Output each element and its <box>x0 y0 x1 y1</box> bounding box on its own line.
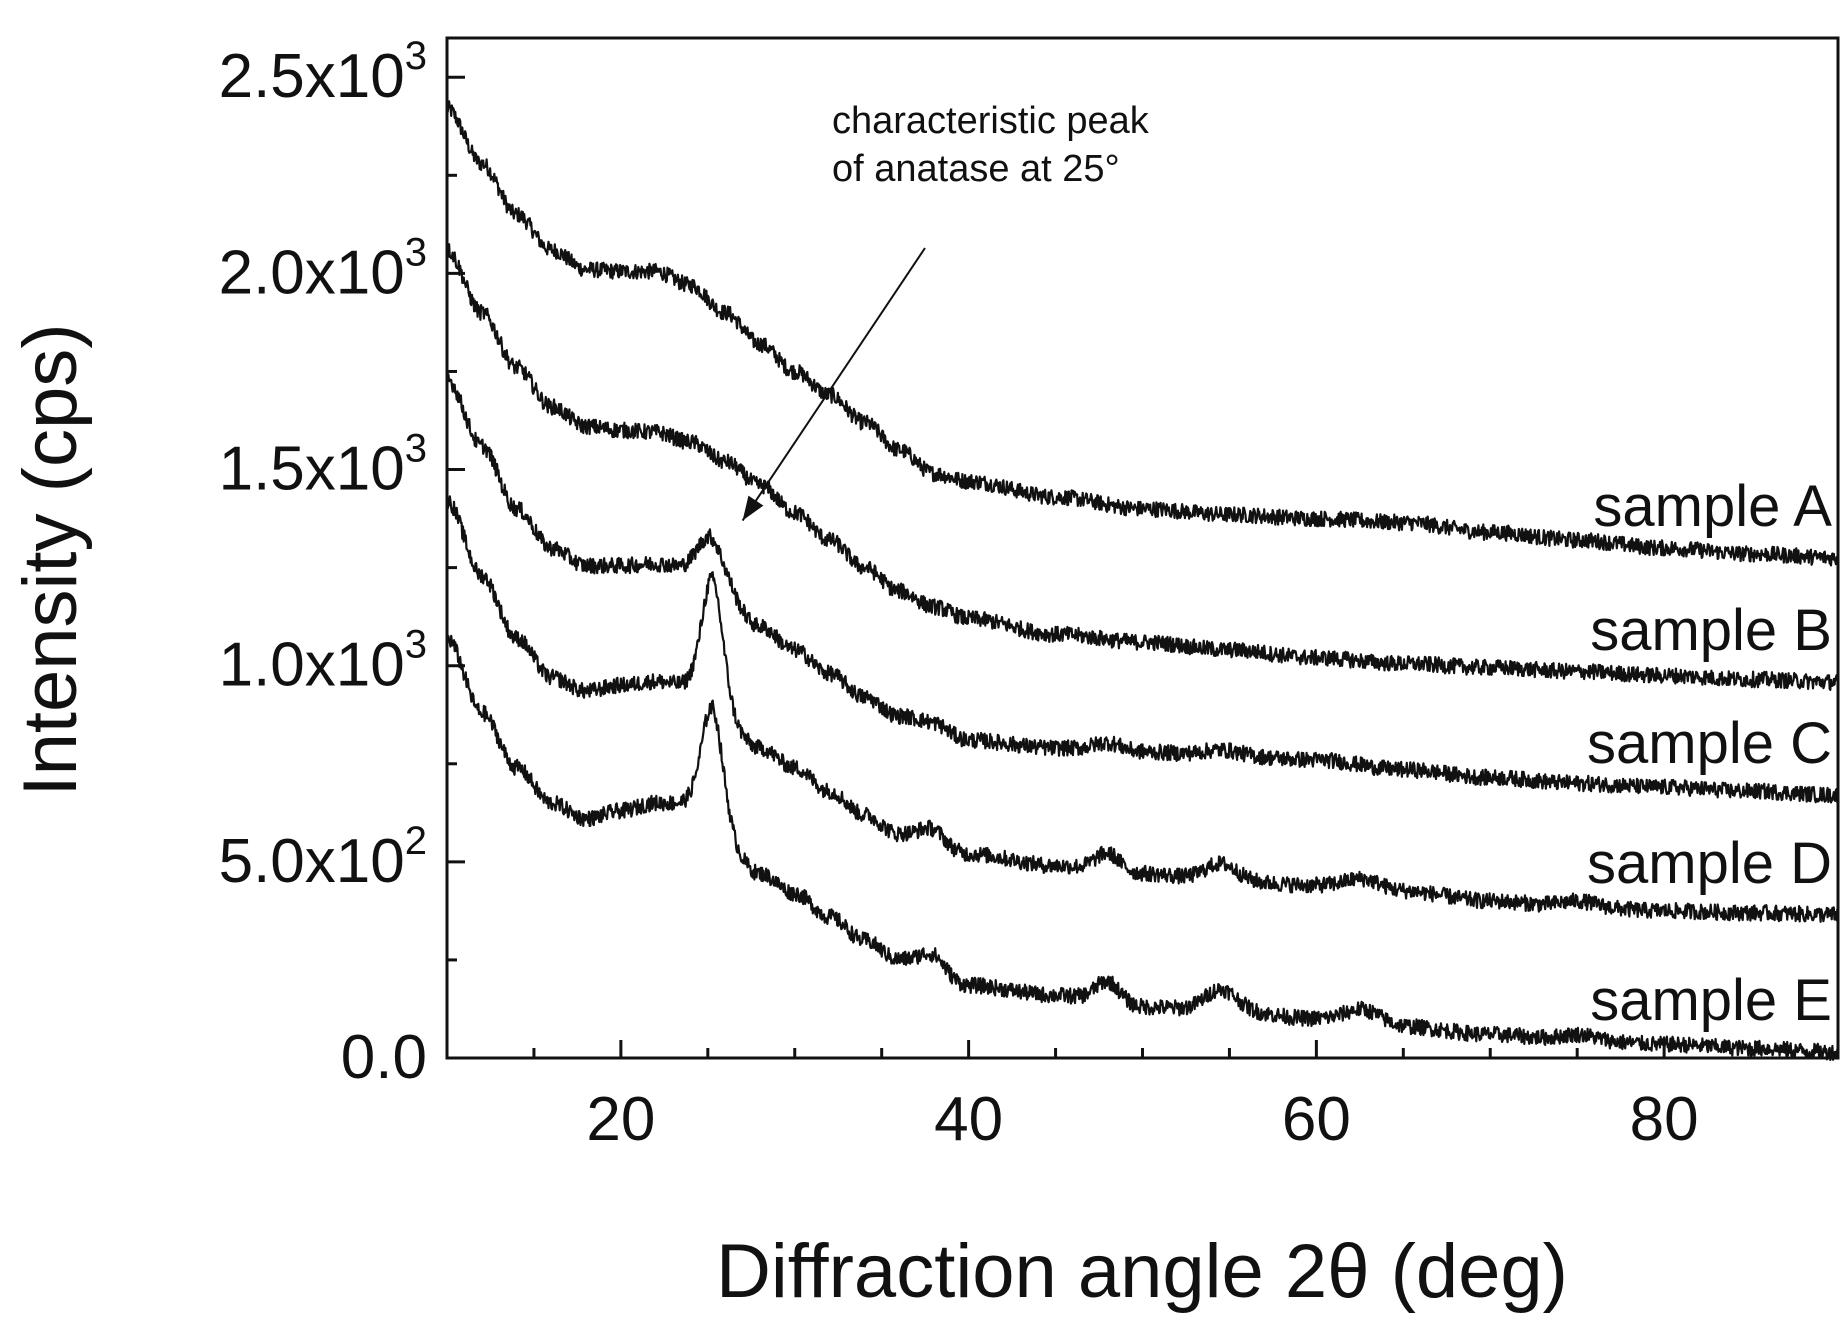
annotation-arrow-shaft <box>741 247 926 522</box>
y-tick-label-0: 0.0 <box>341 1023 427 1092</box>
annotation-arrow-head <box>742 495 764 521</box>
x-axis-title: Diffraction angle 2θ (deg) <box>716 1229 1568 1314</box>
annotation-line-1: of anatase at 25° <box>832 148 1120 190</box>
annotation-line-0: characteristic peak <box>832 100 1150 142</box>
series-label-sample-a: sample A <box>1593 474 1832 539</box>
series-label-sample-c: sample C <box>1587 711 1832 776</box>
axis-ticks <box>447 75 1753 1060</box>
x-tick-labels: 20 40 60 80 <box>586 1085 1698 1154</box>
y-tick-label-2: 1.0x103 <box>219 623 427 700</box>
x-tick-label-1: 40 <box>934 1085 1003 1154</box>
series-layer <box>445 100 1840 1061</box>
y-tick-label-5: 2.5x103 <box>219 34 427 111</box>
series-line-sample-b <box>446 243 1840 691</box>
y-tick-label-4: 2.0x103 <box>219 230 427 307</box>
x-tick-label-3: 80 <box>1630 1085 1699 1154</box>
y-axis-title: Intensity (cps) <box>8 323 93 796</box>
series-line-sample-a <box>445 100 1840 567</box>
y-tick-labels: 0.0 5.0x102 1.0x103 1.5x103 2.0x103 2.5x103 <box>219 34 427 1092</box>
x-tick-label-2: 60 <box>1282 1085 1351 1154</box>
annotation: characteristic peak of anatase at 25° <box>741 100 1150 522</box>
x-tick-label-0: 20 <box>586 1085 655 1154</box>
y-tick-label-1: 5.0x102 <box>219 819 427 896</box>
series-label-sample-e: sample E <box>1590 968 1832 1033</box>
series-labels: sample A sample B sample C sample D sample E <box>1587 474 1832 1033</box>
series-line-sample-c <box>445 372 1840 804</box>
y-tick-label-3: 1.5x103 <box>219 427 427 504</box>
series-line-sample-e <box>445 634 1840 1061</box>
series-line-sample-d <box>445 495 1840 923</box>
series-label-sample-d: sample D <box>1587 831 1832 896</box>
series-label-sample-b: sample B <box>1590 598 1832 663</box>
